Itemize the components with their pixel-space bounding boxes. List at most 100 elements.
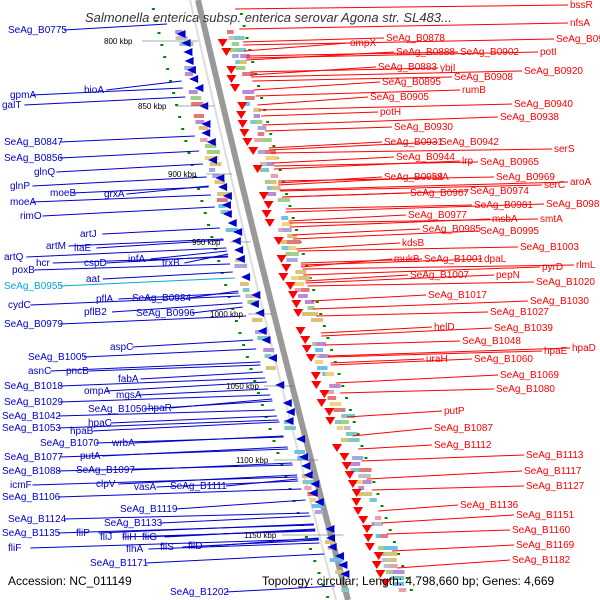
gene-label-SeAg_B1077[interactable]: SeAg_B1077 xyxy=(4,452,63,463)
gene-label-potI[interactable]: potI xyxy=(540,47,557,58)
gene-label-SeAg_B1171[interactable]: SeAg_B1171 xyxy=(90,558,149,569)
gene-label-putA[interactable]: putA xyxy=(80,451,101,462)
gene-label-fliJ[interactable]: fliJ xyxy=(100,532,112,543)
gene-label-grxA[interactable]: grxA xyxy=(104,189,125,200)
gene-label-fliH[interactable]: fliH xyxy=(122,532,136,543)
gene-label-pflB2[interactable]: pflB2 xyxy=(84,307,107,318)
gene-label-SeAg_B1097[interactable]: SeAg_B1097 xyxy=(76,465,135,476)
gene-label-SeAg_B1017[interactable]: SeAg_B1017 xyxy=(428,290,487,301)
gene-label-aat[interactable]: aat xyxy=(86,274,100,285)
gene-label-asnC[interactable]: asnC xyxy=(28,366,51,377)
gene-label-SeAg_B1018[interactable]: SeAg_B1018 xyxy=(4,381,63,392)
gene-label-SeAg_B0847[interactable]: SeAg_B0847 xyxy=(4,137,63,148)
gene-label-trxB[interactable]: trxB xyxy=(162,258,180,269)
gene-label-SeAg_B0775[interactable]: SeAg_B0775 xyxy=(8,25,67,36)
gene-label-SeAg_B1182[interactable]: SeAg_B1182 xyxy=(512,555,571,566)
gene-label-SeAg_B0955[interactable]: SeAg_B0955 xyxy=(4,281,63,292)
gene-label-SeAg_B1042[interactable]: SeAg_B1042 xyxy=(2,411,61,422)
gene-label-glnQ[interactable]: glnQ xyxy=(34,167,55,178)
gene-label-SeAg_B1070[interactable]: SeAg_B1070 xyxy=(40,438,99,449)
gene-label-SeAg_B0995[interactable]: SeAg_B0995 xyxy=(480,226,539,237)
gene-label-SeAg_B0910[interactable]: SeAg_B0910 xyxy=(556,34,600,45)
gene-label-SeAg_B0974[interactable]: SeAg_B0974 xyxy=(470,186,529,197)
gene-label-potH[interactable]: potH xyxy=(380,107,401,118)
gene-label-hpaB[interactable]: hpaB xyxy=(70,426,94,437)
gene-label-aroA[interactable]: aroA xyxy=(570,177,591,188)
gene-label-fliS[interactable]: fliS xyxy=(160,542,174,553)
gene-label-SeAg_B0931[interactable]: SeAg_B0931 xyxy=(384,137,443,148)
gene-label-hpaD[interactable]: hpaD xyxy=(572,343,596,354)
gene-label-SeAg_B1003[interactable]: SeAg_B1003 xyxy=(520,242,579,253)
gene-label-SeAg_B1135[interactable]: SeAg_B1135 xyxy=(2,528,61,539)
gene-label-SeAg_B1029[interactable]: SeAg_B1029 xyxy=(4,397,63,408)
gene-label-SeAg_B0965[interactable]: SeAg_B0965 xyxy=(480,157,539,168)
gene-label-clpV[interactable]: clpV xyxy=(96,479,116,490)
gene-label-glnP[interactable]: glnP xyxy=(10,181,30,192)
gene-label-infA[interactable]: infA xyxy=(128,254,146,265)
gene-label-SeAg_B1127[interactable]: SeAg_B1127 xyxy=(526,481,585,492)
gene-label-SeAg_B1119[interactable]: SeAg_B1119 xyxy=(120,504,178,515)
gene-label-SeAg_B1087[interactable]: SeAg_B1087 xyxy=(434,423,493,434)
gene-label-fliD[interactable]: fliD xyxy=(188,541,202,552)
gene-label-SeAg_B1112[interactable]: SeAg_B1112 xyxy=(434,440,492,451)
gene-label-putP[interactable]: putP xyxy=(444,406,465,417)
gene-label-SeAg_B1050[interactable]: SeAg_B1050 xyxy=(88,404,147,415)
gene-label-SeAg_B0977[interactable]: SeAg_B0977 xyxy=(408,210,467,221)
gene-label-SeAg_B0908[interactable]: SeAg_B0908 xyxy=(454,72,513,83)
gene-label-SeAg_B0930[interactable]: SeAg_B0930 xyxy=(394,122,453,133)
gene-label-moeA[interactable]: moeA xyxy=(10,197,36,208)
gene-label-SeAg_B0920[interactable]: SeAg_B0920 xyxy=(524,66,583,77)
gene-label-fliF[interactable]: fliF xyxy=(8,543,21,554)
gene-label-SeAg_B1088[interactable]: SeAg_B1088 xyxy=(2,466,61,477)
gene-label-SeAg_B0878[interactable]: SeAg_B0878 xyxy=(386,33,445,44)
gene-label-SeAg_B0938[interactable]: SeAg_B0938 xyxy=(500,112,559,123)
gene-label-SeAg_B1136[interactable]: SeAg_B1136 xyxy=(460,500,519,511)
gene-label-SeAg_B0942[interactable]: SeAg_B0942 xyxy=(440,137,499,148)
gene-label-SeAg_B0996[interactable]: SeAg_B0996 xyxy=(136,308,195,319)
gene-label-lolA[interactable]: lolA xyxy=(432,172,449,183)
gene-label-uraH[interactable]: uraH xyxy=(426,354,448,365)
gene-label-ltaE[interactable]: ltaE xyxy=(74,243,92,254)
gene-label-SeAg_B0902[interactable]: SeAg_B0902 xyxy=(460,47,519,58)
gene-label-msbA[interactable]: msbA xyxy=(492,214,518,225)
gene-label-ompX[interactable]: ompX xyxy=(350,38,376,49)
gene-label-rumB[interactable]: rumB xyxy=(462,85,486,96)
gene-label-SeAg_B1111[interactable]: SeAg_B1111 xyxy=(170,481,227,492)
gene-label-rlmL[interactable]: rlmL xyxy=(576,260,596,271)
gene-label-SeAg_B0984[interactable]: SeAg_B0984 xyxy=(132,293,191,304)
gene-label-SeAg_B1048[interactable]: SeAg_B1048 xyxy=(462,336,521,347)
gene-label-SeAg_B1080[interactable]: SeAg_B1080 xyxy=(496,384,555,395)
gene-label-SeAg_B1133[interactable]: SeAg_B1133 xyxy=(104,518,163,529)
gene-label-hcr[interactable]: hcr xyxy=(36,258,51,269)
gene-label-vasA[interactable]: vasA xyxy=(134,482,157,493)
gene-label-SeAg_B0981[interactable]: SeAg_B0981 xyxy=(474,200,533,211)
gene-label-smtA[interactable]: smtA xyxy=(540,214,563,225)
gene-label-icmF[interactable]: icmF xyxy=(10,480,32,491)
gene-label-bssR[interactable]: bssR xyxy=(570,0,593,11)
gene-label-SeAg_B0989[interactable]: SeAg_B0989 xyxy=(546,199,600,210)
gene-label-moeB[interactable]: moeB xyxy=(50,188,76,199)
gene-label-SeAg_B0905[interactable]: SeAg_B0905 xyxy=(370,92,429,103)
gene-label-fliP[interactable]: fliP xyxy=(76,528,90,539)
gene-label-ybjI[interactable]: ybjI xyxy=(440,63,456,74)
gene-label-pepN[interactable]: pepN xyxy=(496,270,520,281)
gene-label-SeAg_B0967[interactable]: SeAg_B0967 xyxy=(410,188,469,199)
gene-label-SeAg_B0969[interactable]: SeAg_B0969 xyxy=(496,172,555,183)
gene-label-SeAg_B1202[interactable]: SeAg_B1202 xyxy=(170,587,229,598)
gene-label-SeAg_B1039[interactable]: SeAg_B1039 xyxy=(494,323,553,334)
gene-label-fliG[interactable]: fliG xyxy=(142,532,157,543)
gene-label-flhA[interactable]: flhA xyxy=(126,544,144,555)
gene-label-SeAg_B1113[interactable]: SeAg_B1113 xyxy=(526,450,584,461)
gene-label-SeAg_B1069[interactable]: SeAg_B1069 xyxy=(500,370,559,381)
gene-label-SeAg_B0958[interactable]: SeAg_B0958 xyxy=(384,172,443,183)
gene-label-SeAg_B0888[interactable]: SeAg_B0888 xyxy=(396,47,455,58)
gene-label-artJ[interactable]: artJ xyxy=(80,229,97,240)
gene-label-SeAg_B1027[interactable]: SeAg_B1027 xyxy=(490,307,549,318)
gene-label-SeAg_B0985[interactable]: SeAg_B0985 xyxy=(422,224,481,235)
gene-label-SeAg_B0856[interactable]: SeAg_B0856 xyxy=(4,153,63,164)
gene-label-SeAg_B0883[interactable]: SeAg_B0883 xyxy=(378,62,437,73)
gene-label-SeAg_B0944[interactable]: SeAg_B0944 xyxy=(396,152,455,163)
gene-label-SeAg_B1117[interactable]: SeAg_B1117 xyxy=(524,466,582,477)
gene-label-mukB[interactable]: mukB xyxy=(394,254,420,265)
gene-label-pyrD[interactable]: pyrD xyxy=(542,262,563,273)
